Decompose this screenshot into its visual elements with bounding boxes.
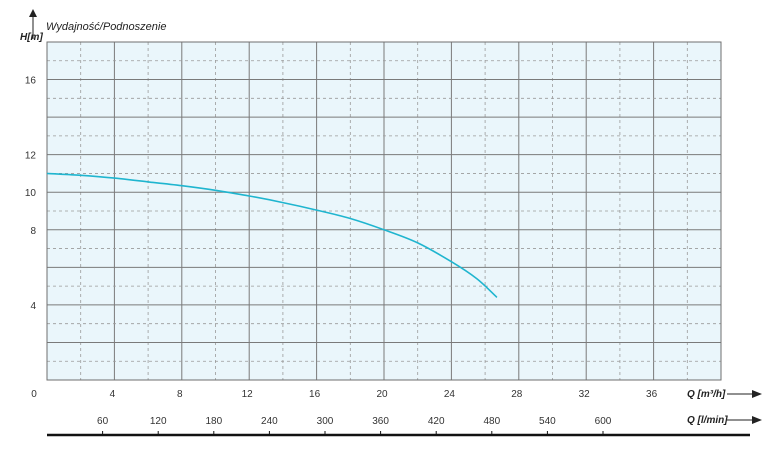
x2-tick-label: 180	[205, 416, 222, 427]
x2-axis-label: Q [l/min]	[687, 415, 728, 426]
x-tick-label: 28	[511, 389, 523, 400]
y-tick-label: 16	[25, 76, 37, 87]
x2-tick-label: 300	[317, 416, 334, 427]
plot-border	[46, 41, 722, 381]
x-axis-arrow-icon	[727, 390, 762, 398]
x2-tick-labels: 60 120 180 240 300 360 420 480 540 600	[97, 416, 612, 435]
x-tick-label: 36	[646, 389, 658, 400]
x-tick-labels: 0 4 8 12 16 20 24 28 32 36	[31, 389, 657, 400]
x-tick-label: 12	[242, 389, 254, 400]
x2-tick-label: 480	[483, 416, 500, 427]
x-tick-label: 16	[309, 389, 321, 400]
y-axis-label: H[m]	[20, 32, 43, 43]
x2-tick-label: 540	[539, 416, 556, 427]
performance-curve	[46, 172, 498, 298]
x2-tick-label: 120	[150, 416, 167, 427]
x2-tick-label: 60	[97, 416, 109, 427]
x-tick-label: 0	[31, 389, 37, 400]
x-tick-label: 32	[579, 389, 591, 400]
x-tick-label: 20	[376, 389, 388, 400]
y-tick-label: 10	[25, 188, 37, 199]
x2-tick-label: 240	[261, 416, 278, 427]
y-tick-label: 4	[30, 301, 36, 312]
grid	[46, 42, 722, 380]
x2-tick-label: 420	[428, 416, 445, 427]
x-tick-label: 24	[444, 389, 456, 400]
x-tick-label: 4	[110, 389, 116, 400]
chart-title: Wydajność/Podnoszenie	[46, 21, 166, 33]
y-axis-arrow-icon	[29, 9, 37, 39]
x-tick-label: 8	[177, 389, 183, 400]
y-tick-label: 12	[25, 151, 37, 162]
x2-tick-label: 360	[372, 416, 389, 427]
x2-axis-arrow-icon	[727, 416, 762, 424]
y-tick-labels: 4 8 10 12 16	[25, 76, 37, 312]
x-axis-label: Q [m³/h]	[687, 389, 726, 400]
y-tick-label: 8	[30, 226, 36, 237]
x2-tick-label: 600	[595, 416, 612, 427]
